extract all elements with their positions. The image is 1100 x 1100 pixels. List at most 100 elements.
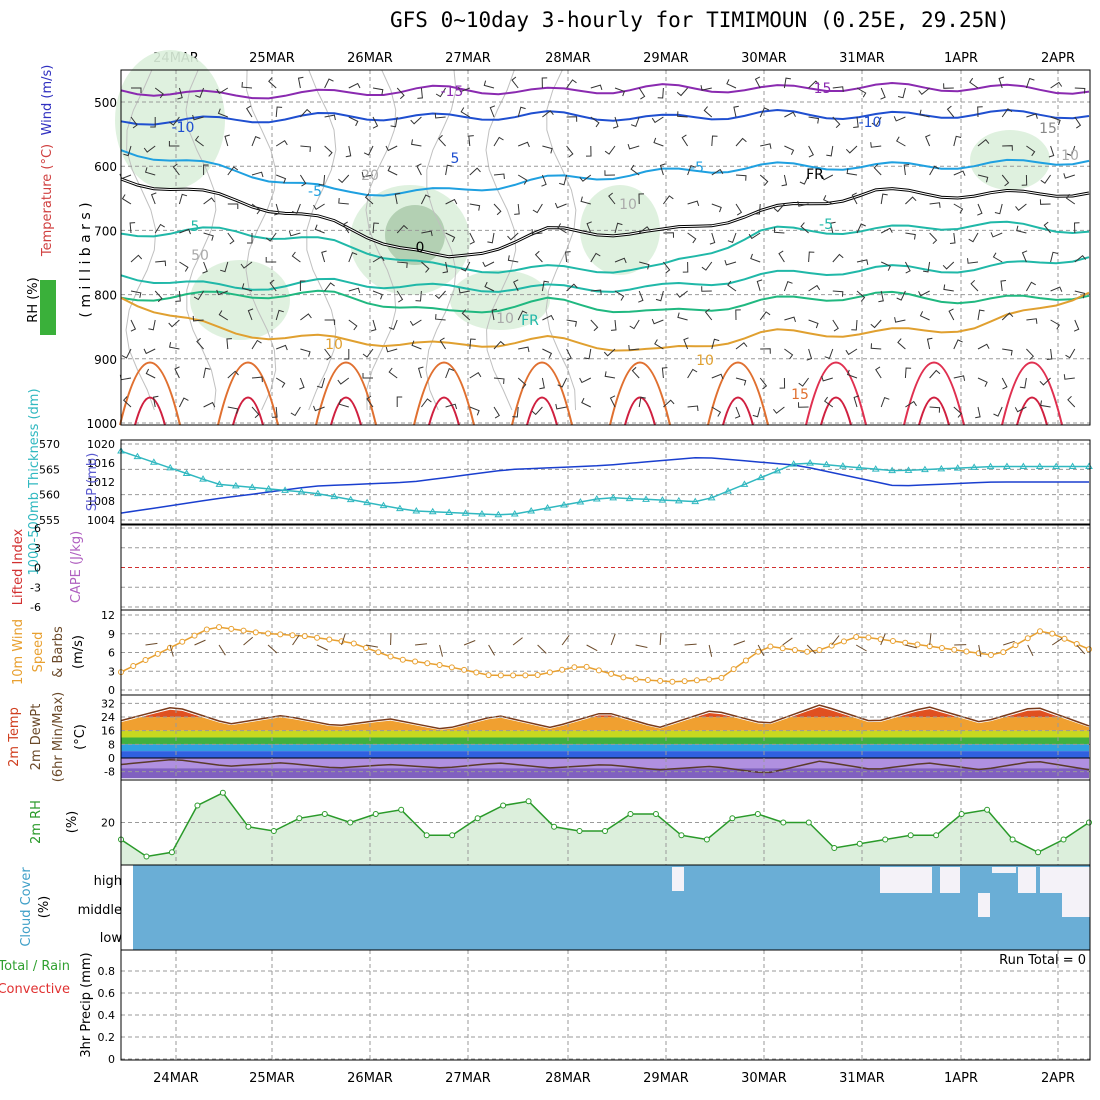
wind-barb — [396, 396, 403, 407]
rh-line-point — [576, 828, 583, 834]
precip-tick-label: 0.6 — [98, 987, 116, 1000]
ylabel-speed: Speed — [31, 632, 46, 673]
surface-barb — [537, 644, 547, 654]
thickness-line-point — [592, 495, 601, 502]
wind-barb — [445, 164, 453, 176]
wind-tick-label: 3 — [108, 665, 115, 678]
ylabel-2m-dewpt: 2m DewPt — [29, 704, 44, 771]
wind-barb — [517, 106, 526, 118]
wind-barb — [905, 196, 917, 205]
surface-barb — [218, 644, 226, 656]
wind-barb — [798, 377, 810, 387]
wind-barb — [469, 338, 476, 350]
wind-barb — [949, 232, 956, 244]
wind-barb — [275, 309, 284, 321]
wind-barb — [531, 406, 543, 416]
wind-barb — [291, 251, 301, 263]
wind-barb — [700, 85, 712, 91]
contour-label: 15 — [1039, 121, 1057, 137]
date-label-bottom: 2APR — [1041, 1071, 1075, 1086]
panel-frame — [120, 69, 1091, 426]
wind-barb — [1021, 250, 1028, 263]
surface-barb — [341, 633, 346, 646]
wind-barb — [345, 145, 352, 158]
wind-barb — [385, 346, 398, 353]
wind-barb — [1050, 81, 1063, 89]
temp-band — [121, 737, 1089, 745]
wind-barb — [880, 193, 888, 205]
date-label-top: 2APR — [1041, 51, 1075, 66]
wind-barb — [953, 406, 963, 418]
wind-barb — [663, 261, 671, 274]
isotherm-line — [120, 289, 1090, 314]
wind-barb — [781, 174, 788, 187]
thickness-line-point — [527, 506, 536, 514]
isotherm-fr-inner — [120, 178, 1090, 258]
surface-barb — [855, 644, 867, 652]
wind-barb — [442, 261, 449, 274]
wind-barb — [759, 311, 771, 321]
wind-barb — [469, 232, 475, 245]
wind-barb — [518, 141, 530, 148]
wind-barb — [321, 250, 327, 263]
pressure-tick-label: 600 — [94, 160, 117, 174]
li-tick-label: 6 — [34, 522, 41, 535]
surface-barb — [1076, 644, 1086, 655]
surface-barb — [708, 644, 713, 657]
wind-barb — [421, 398, 432, 408]
surface-barb — [488, 644, 496, 656]
date-label-top: 29MAR — [643, 51, 689, 66]
contour-label: 10 — [496, 311, 514, 327]
wind-barb — [604, 371, 616, 379]
wind-barb — [808, 116, 820, 124]
wind-barb — [663, 232, 674, 238]
wind-barb — [411, 340, 422, 350]
thickness-line-point — [576, 497, 585, 505]
wind-barb — [272, 406, 278, 418]
wind-barb — [518, 346, 530, 353]
wind-barb — [396, 290, 404, 303]
hot-contour — [330, 396, 362, 426]
wind-barb — [417, 366, 424, 379]
surface-barb — [292, 634, 300, 646]
wind-barb — [735, 137, 747, 147]
wind-barb — [421, 230, 433, 237]
rh-line-point — [1086, 819, 1092, 826]
wind-barb — [977, 309, 985, 321]
wind-barb — [584, 348, 592, 360]
wind-barb — [682, 261, 689, 273]
thickness-line-point — [658, 496, 667, 503]
rh-line-point — [652, 811, 659, 817]
warm-contour — [413, 361, 475, 426]
wind-barb — [387, 165, 398, 176]
wind-barb — [566, 116, 578, 122]
wind-barb — [566, 348, 572, 361]
wind-barb — [275, 106, 283, 118]
wind-barb — [566, 79, 577, 89]
wind-speed-line-point — [314, 634, 321, 641]
surface-barb — [610, 633, 616, 646]
thickness-line-point — [871, 465, 880, 472]
wind-barb — [227, 370, 239, 379]
rh-line-point — [678, 832, 685, 839]
wind-barb — [300, 108, 312, 118]
rh-line-point — [500, 802, 507, 809]
wind-speed-line-point — [657, 677, 664, 684]
wind-speed-line-point — [228, 625, 235, 632]
wind-barb — [711, 203, 722, 213]
wind-barb — [227, 203, 239, 209]
contour-label: -5 — [308, 184, 322, 200]
wind-barb — [993, 406, 1003, 417]
wind-barb — [541, 77, 548, 89]
wind-barb — [853, 395, 860, 408]
wind-barb — [614, 257, 627, 264]
rh-line-point — [1009, 836, 1016, 843]
wind-barb — [870, 319, 882, 329]
wind-barb — [338, 174, 350, 184]
date-label-top: 28MAR — [545, 51, 591, 66]
wind-barb — [460, 107, 471, 118]
wind-speed-line-point — [779, 645, 786, 652]
wind-barb — [291, 203, 301, 214]
wind-speed-line-point — [424, 660, 431, 667]
wind-barb — [798, 402, 809, 408]
